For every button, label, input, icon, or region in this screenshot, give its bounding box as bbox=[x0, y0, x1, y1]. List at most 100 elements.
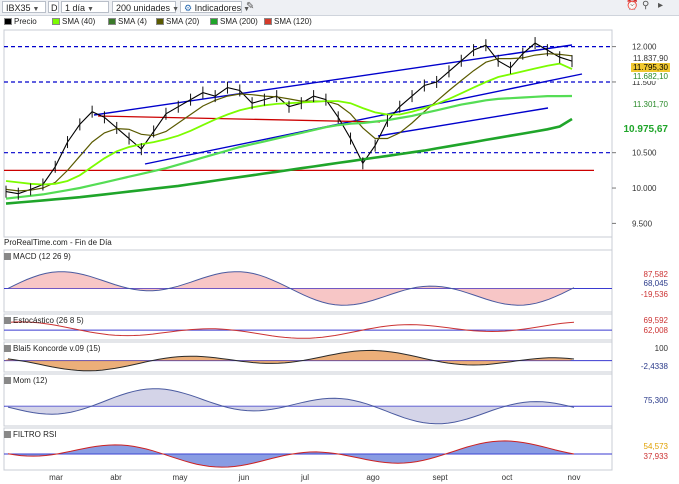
chevron-down-icon: ▼ bbox=[32, 6, 40, 13]
chevron-down-icon: ▼ bbox=[243, 6, 251, 13]
blai-panel-frame bbox=[3, 341, 613, 373]
stoch-v2: 62,008 bbox=[643, 326, 668, 335]
stoch-swatch bbox=[4, 317, 11, 324]
y-tick-label: 12.000 bbox=[632, 43, 657, 52]
blai-label-text: Blai5 Koncorde v.09 (15) bbox=[13, 344, 101, 353]
indicators-label: Indicadores bbox=[194, 3, 242, 13]
chevron-right-icon[interactable]: ▸ bbox=[658, 0, 664, 11]
tag-sma20: 11.682,10 bbox=[631, 72, 670, 81]
mom-label[interactable]: Mom (12) bbox=[4, 376, 47, 386]
macd-swatch bbox=[4, 253, 11, 260]
sma20-swatch bbox=[156, 18, 164, 25]
sma120-swatch bbox=[264, 18, 272, 25]
rsi-line bbox=[7, 440, 575, 468]
blai-label[interactable]: Blai5 Koncorde v.09 (15) bbox=[4, 344, 100, 354]
mom-area bbox=[4, 388, 574, 424]
legend-price-label: Precio bbox=[14, 17, 37, 26]
y-tick-label: 10.000 bbox=[632, 184, 657, 193]
legend-sma4[interactable]: SMA (4) bbox=[108, 17, 147, 27]
stoch-line bbox=[7, 321, 575, 339]
units-selector[interactable]: 200 unidades ▼ bbox=[112, 1, 179, 13]
mom-v1: 75,300 bbox=[643, 396, 668, 405]
channel-inner-line bbox=[377, 107, 549, 137]
source-label: ProRealTime.com - Fin de Día bbox=[4, 238, 112, 247]
series-sma-20- bbox=[5, 53, 573, 192]
legend-sma40-label: SMA (40) bbox=[62, 17, 96, 26]
channel-lower-line bbox=[144, 73, 583, 165]
alarm-icon[interactable]: ⏰ bbox=[626, 0, 639, 11]
tag-sma40: 11.301,70 bbox=[631, 100, 670, 109]
legend-sma4-label: SMA (4) bbox=[118, 17, 147, 26]
mom-label-text: Mom (12) bbox=[13, 376, 48, 385]
settings-icon[interactable]: ✎ bbox=[246, 1, 255, 12]
month-label-jul: jul bbox=[300, 473, 309, 482]
timeframe-label: 1 día bbox=[65, 3, 86, 13]
indicators-icon: ⚙ bbox=[184, 3, 195, 13]
price-swatch bbox=[4, 18, 12, 25]
macd-area bbox=[4, 271, 574, 306]
y-tick-label: 11.500 bbox=[632, 78, 656, 87]
blai-swatch bbox=[4, 345, 11, 352]
month-label-jun: jun bbox=[238, 473, 250, 482]
month-label-sept: sept bbox=[432, 473, 448, 482]
rsi-v2: 37,933 bbox=[643, 452, 668, 461]
macd-panel-frame bbox=[3, 249, 613, 313]
tag-high: 11.837,90 bbox=[631, 54, 670, 63]
rsi-swatch bbox=[4, 431, 11, 438]
macd-v1: 87,582 bbox=[643, 270, 668, 279]
legend-sma120[interactable]: SMA (120) bbox=[264, 17, 312, 27]
blai-v1: 100 bbox=[654, 344, 668, 353]
month-label-abr: abr bbox=[110, 473, 122, 482]
month-label-oct: oct bbox=[502, 473, 513, 482]
mom-swatch bbox=[4, 377, 11, 384]
macd-label-text: MACD (12 26 9) bbox=[13, 252, 71, 261]
symbol-selector[interactable]: IBX35 ▼ bbox=[2, 1, 46, 13]
daily-button[interactable]: D bbox=[48, 1, 59, 13]
channel-upper-line bbox=[93, 44, 573, 116]
series-sma-200- bbox=[5, 117, 573, 205]
legend-sma20[interactable]: SMA (20) bbox=[156, 17, 199, 27]
red-trend-line bbox=[97, 115, 381, 123]
rsi-label[interactable]: FILTRO RSI bbox=[4, 430, 56, 440]
tag-last-price: 11.795,30 bbox=[631, 63, 670, 72]
top-toolbar: IBX35 ▼ D 1 día ▼ 200 unidades ▼ ⚙ Indicado… bbox=[0, 0, 679, 16]
legend-sma200[interactable]: SMA (200) bbox=[210, 17, 258, 27]
stoch-v1: 69,592 bbox=[643, 316, 668, 325]
rsi-area bbox=[4, 440, 574, 468]
sma40-swatch bbox=[52, 18, 60, 25]
legend-sma40[interactable]: SMA (40) bbox=[52, 17, 95, 27]
tag-sma200: 10.975,67 bbox=[621, 124, 670, 136]
series-sma-120- bbox=[5, 94, 573, 200]
y-tick-label: 10.500 bbox=[632, 149, 657, 158]
timeframe-selector[interactable]: 1 día ▼ bbox=[61, 1, 109, 13]
mom-panel-frame bbox=[3, 373, 613, 427]
mom-line bbox=[7, 388, 575, 425]
blai-v2: -2,4338 bbox=[640, 362, 668, 371]
macd-v3: -19,536 bbox=[640, 290, 668, 299]
rsi-v1: 54,573 bbox=[643, 442, 668, 451]
legend-price[interactable]: Precio bbox=[4, 17, 37, 27]
indicators-button[interactable]: ⚙ Indicadores ▼ bbox=[180, 1, 250, 13]
units-label: 200 unidades bbox=[116, 3, 171, 13]
legend-sma20-label: SMA (20) bbox=[166, 17, 200, 26]
month-label-may: may bbox=[172, 473, 187, 482]
symbol-label: IBX35 bbox=[6, 3, 31, 13]
main-price-chart bbox=[4, 37, 612, 205]
y-tick-label: 9.500 bbox=[632, 219, 653, 228]
stoch-panel-frame bbox=[3, 313, 613, 341]
legend-sma200-label: SMA (200) bbox=[220, 17, 258, 26]
legend-sma120-label: SMA (120) bbox=[274, 17, 312, 26]
daily-label: D bbox=[51, 3, 58, 13]
sma200-swatch bbox=[210, 18, 218, 25]
chevron-down-icon: ▼ bbox=[87, 6, 94, 13]
zoom-icon[interactable]: ⚲ bbox=[642, 0, 650, 11]
blai-line bbox=[7, 349, 575, 372]
rsi-label-text: FILTRO RSI bbox=[13, 430, 57, 439]
indicator-panels bbox=[3, 249, 613, 471]
month-label-mar: mar bbox=[49, 473, 63, 482]
macd-label[interactable]: MACD (12 26 9) bbox=[4, 252, 71, 262]
sma4-swatch bbox=[108, 18, 116, 25]
price-axis: 12.000 11.500 10.500 10.000 9.500 mar abr may ju… bbox=[49, 43, 657, 482]
stoch-label[interactable]: Estocástico (26 8 5) bbox=[4, 316, 84, 326]
